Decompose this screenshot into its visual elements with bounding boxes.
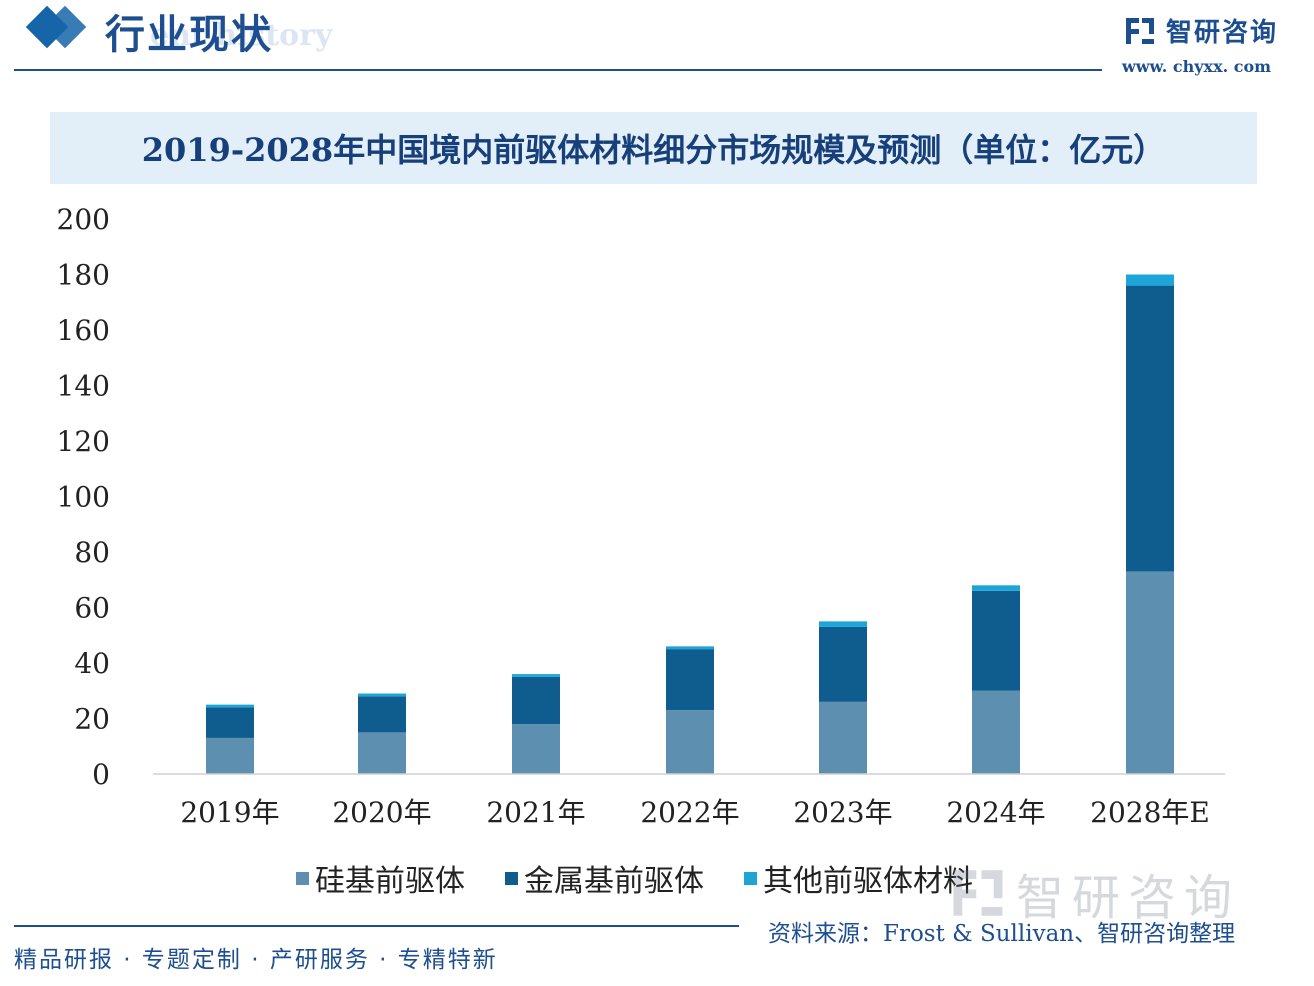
y-tick-label: 180	[57, 259, 110, 292]
bar-segment	[358, 732, 406, 774]
y-tick-label: 0	[92, 758, 110, 791]
legend-swatch-other	[744, 871, 757, 885]
chart-title-bar: 2019-2028年中国境内前驱体材料细分市场规模及预测（单位：亿元）	[50, 112, 1257, 184]
footer-divider	[14, 925, 739, 927]
y-tick-label: 120	[57, 425, 110, 458]
bar-segment	[666, 646, 714, 650]
bar-segment	[358, 693, 406, 697]
legend-item: 硅基前驱体	[296, 856, 465, 900]
y-tick-label: 100	[57, 481, 110, 514]
header-divider	[14, 69, 1102, 71]
bar-segment	[666, 649, 714, 711]
bar-segment	[972, 590, 1020, 691]
y-tick-label: 60	[74, 592, 110, 625]
legend-label: 金属基前驱体	[524, 864, 704, 899]
legend-label: 硅基前驱体	[315, 864, 465, 899]
section-title: 行业现状	[105, 11, 273, 58]
watermark-text: 智研咨询	[1016, 870, 1241, 926]
x-tick-label: 2019年	[180, 796, 279, 829]
bar-segment	[512, 676, 560, 725]
brand-name: 智研咨询	[1166, 18, 1279, 48]
brand-url: www. chyxx. com	[1122, 57, 1272, 76]
footer-tagline: 精品研报 · 专题定制 · 产研服务 · 专精特新	[14, 947, 498, 973]
bar-segment	[358, 696, 406, 733]
bar-segment	[819, 621, 867, 627]
legend-item: 金属基前驱体	[505, 856, 704, 900]
watermark-logo-icon	[953, 870, 1003, 916]
bar-segment	[1126, 274, 1174, 286]
legend-item: 其他前驱体材料	[744, 856, 973, 900]
y-tick-label: 40	[74, 647, 110, 680]
y-tick-label: 80	[74, 536, 110, 569]
y-tick-label: 200	[57, 203, 110, 236]
bar-segment	[206, 707, 254, 738]
bar-segment	[206, 704, 254, 708]
bar-segment	[819, 701, 867, 774]
x-tick-label: 2028年E	[1090, 796, 1210, 829]
bar-segment	[1126, 285, 1174, 572]
bar-segment	[972, 690, 1020, 774]
x-tick-label: 2024年	[946, 796, 1045, 829]
bar-segment	[1126, 571, 1174, 774]
y-tick-label: 160	[57, 314, 110, 347]
brand-logo-icon	[1126, 17, 1154, 44]
x-tick-label: 2021年	[486, 796, 585, 829]
bar-segment	[512, 674, 560, 677]
bar-segment	[206, 737, 254, 774]
stacked-bar-chart: 0 20 40 60 80 100 120 140 160 180 200 2019年 2020年 20…	[57, 203, 1225, 829]
brand: 智研咨询	[1124, 12, 1278, 49]
bar-segment	[972, 585, 1020, 591]
x-tick-label: 2023年	[793, 796, 892, 829]
source-note: 资料来源：Frost & Sullivan、智研咨询整理	[768, 921, 1236, 947]
bar-segment	[819, 626, 867, 702]
bar-segment	[512, 724, 560, 774]
legend-label: 其他前驱体材料	[763, 864, 973, 899]
legend-swatch-metal	[505, 871, 518, 885]
y-tick-label: 20	[74, 703, 110, 736]
y-tick-label: 140	[57, 370, 110, 403]
x-tick-label: 2020年	[332, 796, 431, 829]
watermark: 智研咨询	[950, 858, 1240, 928]
bar-segment	[666, 710, 714, 774]
chart-legend: 硅基前驱体 金属基前驱体 其他前驱体材料	[296, 856, 973, 900]
chart-title: 2019-2028年中国境内前驱体材料细分市场规模及预测（单位：亿元）	[141, 131, 1166, 169]
legend-swatch-silicon	[296, 871, 309, 885]
x-tick-label: 2022年	[640, 796, 739, 829]
